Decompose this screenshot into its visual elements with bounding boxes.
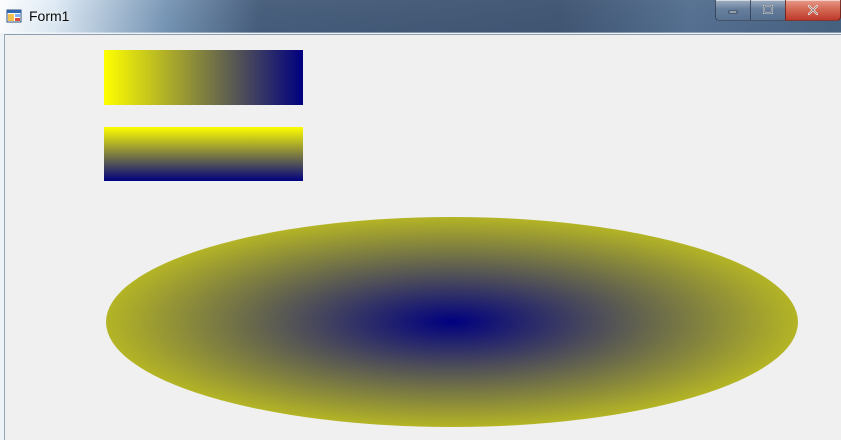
windows-form-icon[interactable] (6, 8, 22, 24)
minimize-button[interactable] (715, 0, 750, 21)
form-client-area (4, 34, 841, 440)
close-button[interactable] (785, 0, 841, 21)
window-title: Form1 (29, 8, 70, 24)
vertical-gradient-rectangle (104, 127, 303, 181)
horizontal-gradient-rectangle (104, 50, 303, 105)
radial-gradient-ellipse (106, 217, 798, 427)
maximize-button[interactable] (750, 0, 785, 21)
window-controls (715, 0, 841, 22)
title-bar[interactable]: Form1 (0, 0, 841, 33)
